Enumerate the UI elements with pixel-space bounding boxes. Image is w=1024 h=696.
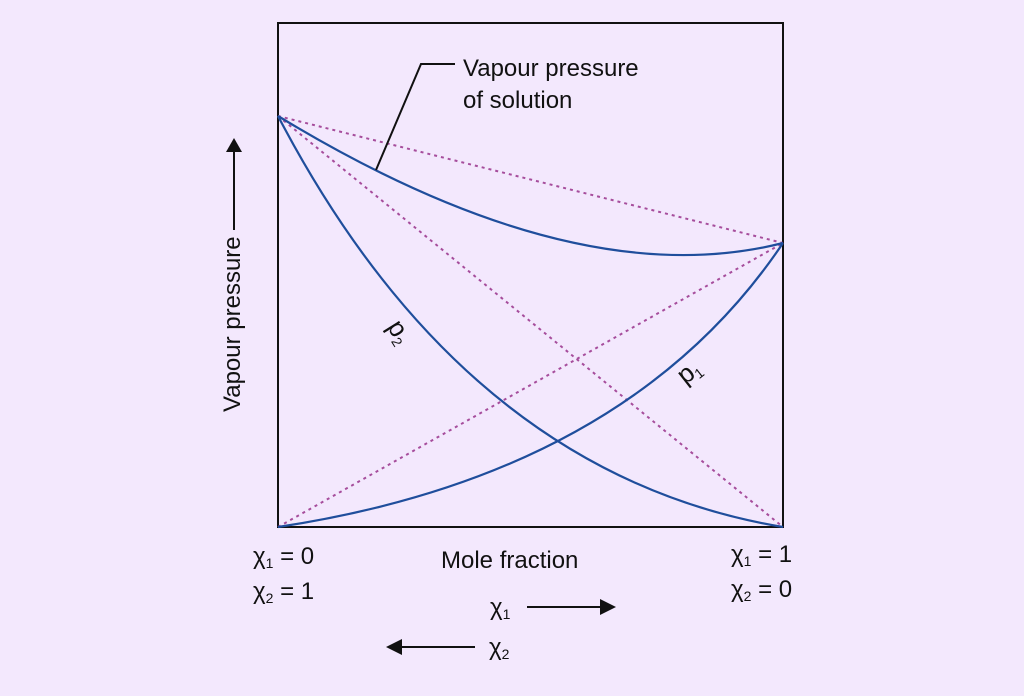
callout-leader-line (375, 63, 455, 171)
x2-direction-label: χ2 (489, 634, 510, 662)
x1-direction-label: χ1 (490, 594, 511, 622)
x-axis-label: Mole fraction (441, 547, 579, 574)
ideal-p1-line (277, 242, 784, 528)
ideal-p2-line (277, 115, 784, 528)
p2-curve (277, 115, 784, 529)
p1-curve (277, 242, 784, 529)
left-x1-label: χ1 = 0 (253, 543, 315, 571)
left-x2-label: χ2 = 1 (253, 578, 315, 606)
callout-label: Vapour pressure of solution (463, 55, 639, 114)
right-x1-label: χ1 = 1 (731, 541, 793, 569)
right-x2-label: χ2 = 0 (731, 576, 793, 604)
y-axis-label: Vapour pressure (219, 236, 246, 412)
solution-vapour-pressure-curve (277, 115, 784, 257)
plot-frame (277, 22, 784, 528)
ideal-total-line (277, 115, 784, 244)
